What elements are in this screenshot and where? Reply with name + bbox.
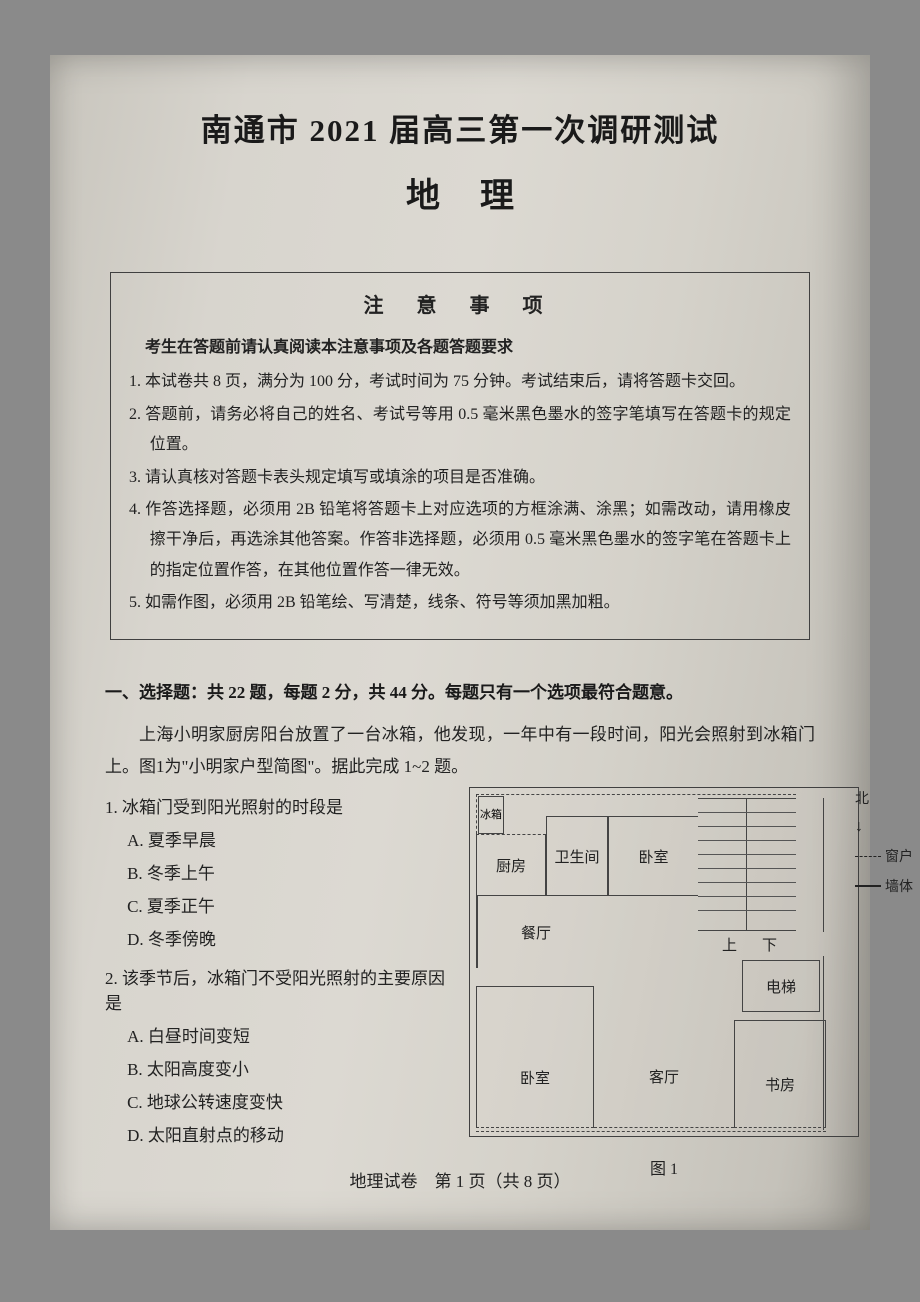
questions-column: 1. 冰箱门受到阳光照射的时段是 A. 夏季早晨 B. 冬季上午 C. 夏季正午… bbox=[105, 787, 455, 1179]
q1-opt-d: D. 冬季傍晚 bbox=[127, 925, 455, 950]
room-bedroom-north: 卧室 bbox=[608, 816, 698, 896]
stair-edge bbox=[698, 930, 796, 931]
exam-page: 南通市 2021 届高三第一次调研测试 地理 注 意 事 项 考生在答题前请认真… bbox=[50, 55, 870, 1230]
stair-tread bbox=[698, 896, 796, 897]
q2-opt-b: B. 太阳高度变小 bbox=[127, 1055, 455, 1080]
notice-item: 4. 作答选择题，必须用 2B 铅笔将答题卡上对应选项的方框涂满、涂黑；如需改动… bbox=[129, 495, 791, 586]
stair-tread bbox=[698, 826, 796, 827]
notice-box: 注 意 事 项 考生在答题前请认真阅读本注意事项及各题答题要求 1. 本试卷共 … bbox=[110, 272, 810, 640]
room-dining: 餐厅 bbox=[476, 896, 596, 968]
notice-item: 5. 如需作图，必须用 2B 铅笔绘、写清楚，线条、符号等须加黑加粗。 bbox=[129, 588, 791, 618]
stair-down-label: 下 bbox=[762, 934, 777, 955]
stair-edge bbox=[698, 798, 796, 799]
legend-north-arrow: ↓ bbox=[855, 818, 913, 836]
fridge-icon: 冰箱 bbox=[478, 796, 504, 834]
q1-stem: 1. 冰箱门受到阳光照射的时段是 bbox=[105, 793, 455, 818]
legend-window-label: 窗户 bbox=[885, 846, 913, 866]
q1-opt-a: A. 夏季早晨 bbox=[127, 826, 455, 851]
room-label: 卧室 bbox=[638, 846, 668, 867]
q1-opt-c: C. 夏季正午 bbox=[127, 892, 455, 917]
section-heading: 一、选择题：共 22 题，每题 2 分，共 44 分。每题只有一个选项最符合题意… bbox=[105, 678, 815, 703]
room-label: 客厅 bbox=[649, 1066, 679, 1087]
notice-subhead: 考生在答题前请认真阅读本注意事项及各题答题要求 bbox=[129, 333, 791, 363]
room-label: 电梯 bbox=[766, 976, 796, 997]
room-elevator: 电梯 bbox=[742, 960, 820, 1012]
north-label: 北 bbox=[855, 788, 869, 808]
room-label: 卫生间 bbox=[554, 846, 599, 867]
room-label: 餐厅 bbox=[521, 922, 551, 943]
window-edge bbox=[476, 794, 477, 834]
room-bathroom: 卫生间 bbox=[546, 816, 608, 896]
window-edge bbox=[476, 1131, 826, 1132]
room-label: 厨房 bbox=[496, 855, 526, 876]
legend-wall: 墙体 bbox=[855, 876, 913, 896]
wall-edge bbox=[476, 896, 478, 968]
notice-item: 1. 本试卷共 8 页，满分为 100 分，考试时间为 75 分钟。考试结束后，… bbox=[129, 367, 791, 397]
room-label: 书房 bbox=[765, 1074, 795, 1095]
stair-tread bbox=[698, 882, 796, 883]
notice-item: 2. 答题前，请务必将自己的姓名、考试号等用 0.5 毫米黑色墨水的签字笔填写在… bbox=[129, 400, 791, 461]
wall-line-icon bbox=[855, 885, 881, 887]
legend: 北 ↓ 窗户 墙体 bbox=[855, 788, 913, 906]
figure-column: 冰箱 厨房 卫生间 卧室 bbox=[469, 787, 859, 1179]
title-main: 南通市 2021 届高三第一次调研测试 bbox=[105, 105, 815, 150]
stair-tread bbox=[698, 854, 796, 855]
notice-item: 3. 请认真核对答题卡表头规定填写或填涂的项目是否准确。 bbox=[129, 463, 791, 493]
content-row: 1. 冰箱门受到阳光照射的时段是 A. 夏季早晨 B. 冬季上午 C. 夏季正午… bbox=[105, 787, 815, 1179]
legend-north: 北 bbox=[855, 788, 913, 808]
window-edge bbox=[476, 794, 796, 795]
q1-opt-b: B. 冬季上午 bbox=[127, 859, 455, 884]
page-footer: 地理试卷 第 1 页（共 8 页） bbox=[50, 1167, 870, 1192]
room-bedroom-south: 卧室 bbox=[476, 986, 594, 1128]
q2-opt-c: C. 地球公转速度变快 bbox=[127, 1088, 455, 1113]
room-kitchen: 厨房 bbox=[476, 834, 546, 896]
floorplan-figure: 冰箱 厨房 卫生间 卧室 bbox=[469, 787, 859, 1137]
legend-window: 窗户 bbox=[855, 846, 913, 866]
window-line-icon bbox=[855, 856, 881, 857]
room-study: 书房 bbox=[734, 1020, 826, 1128]
notice-heading: 注 意 事 项 bbox=[129, 287, 791, 325]
q2-opt-a: A. 白昼时间变短 bbox=[127, 1022, 455, 1047]
stair-tread bbox=[698, 868, 796, 869]
stair-tread bbox=[698, 812, 796, 813]
room-label: 卧室 bbox=[520, 1067, 550, 1088]
stair-tread bbox=[698, 910, 796, 911]
q2-opt-d: D. 太阳直射点的移动 bbox=[127, 1121, 455, 1146]
fridge-label: 冰箱 bbox=[479, 809, 503, 821]
legend-wall-label: 墙体 bbox=[885, 876, 913, 896]
passage-text: 上海小明家厨房阳台放置了一台冰箱，他发现，一年中有一段时间，阳光会照射到冰箱门上… bbox=[105, 719, 815, 784]
q2-stem: 2. 该季节后，冰箱门不受阳光照射的主要原因是 bbox=[105, 964, 455, 1014]
stair-up-label: 上 bbox=[722, 934, 737, 955]
wall-edge bbox=[823, 798, 824, 932]
title-subject: 地理 bbox=[105, 168, 815, 217]
room-living: 客厅 bbox=[594, 986, 734, 1128]
stair-tread bbox=[698, 840, 796, 841]
north-arrow-icon: ↓ bbox=[855, 818, 863, 836]
